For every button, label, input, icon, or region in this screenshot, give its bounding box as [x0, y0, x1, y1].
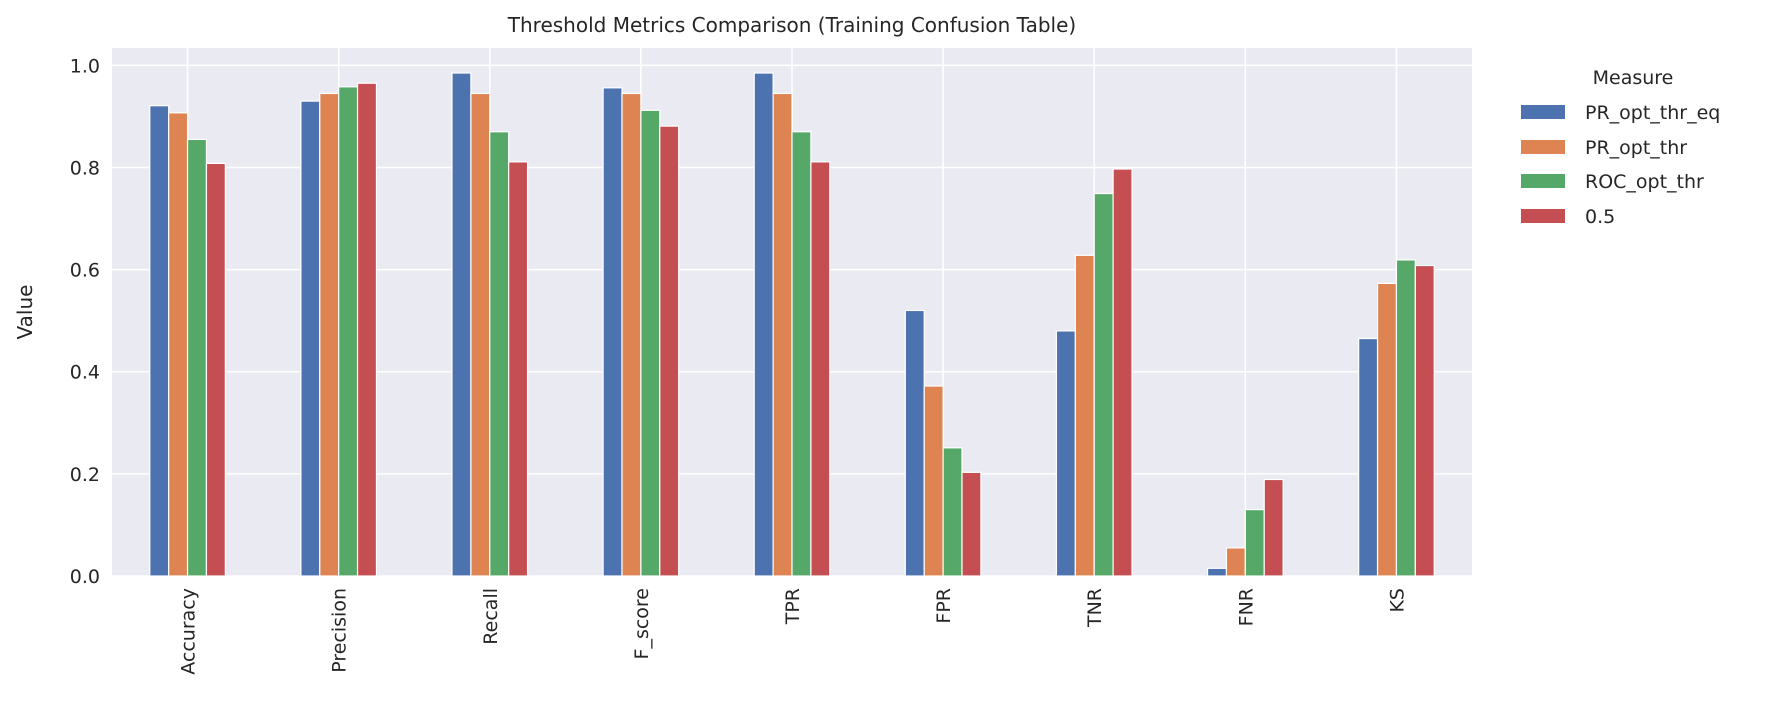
- legend-swatch: [1521, 174, 1565, 188]
- y-tick-label: 0.0: [70, 566, 100, 588]
- bar-recall-roc-opt-thr: [489, 131, 510, 577]
- bar-tpr-roc-opt-thr: [791, 131, 812, 577]
- legend: Measure PR_opt_thr_eq PR_opt_thr ROC_opt_t…: [1521, 67, 1720, 228]
- bar-tpr-0-5: [810, 161, 831, 577]
- legend-swatch: [1521, 140, 1565, 154]
- bar-fnr-0-5: [1263, 478, 1284, 577]
- bar-accuracy-pr-opt-thr-eq: [149, 105, 170, 577]
- x-tick-label: Accuracy: [178, 588, 200, 675]
- legend-title: Measure: [1593, 67, 1674, 89]
- bar-precision-pr-opt-thr: [319, 92, 340, 577]
- bar-tnr-pr-opt-thr: [1074, 254, 1095, 577]
- bar-tnr-roc-opt-thr: [1093, 192, 1114, 577]
- bar-f_score-roc-opt-thr: [640, 109, 661, 577]
- bar-f_score-pr-opt-thr: [621, 92, 642, 577]
- bar-fpr-roc-opt-thr: [942, 447, 963, 577]
- bar-recall-0-5: [508, 161, 529, 577]
- bar-accuracy-roc-opt-thr: [186, 138, 208, 577]
- bar-accuracy-pr-opt-thr: [168, 112, 189, 577]
- x-tick-label: KS: [1386, 588, 1408, 613]
- x-tick-label: Precision: [329, 588, 351, 673]
- legend-entry: PR_opt_thr_eq: [1585, 102, 1720, 124]
- bar-tnr-pr-opt-thr-eq: [1055, 330, 1076, 577]
- legend-entry: 0.5: [1585, 206, 1615, 228]
- plot-area: 0.0 0.2 0.4 0.6 0.8 1.0 Accuracy Precision Recal…: [70, 48, 1472, 675]
- x-tick-label: FPR: [933, 588, 955, 624]
- bar-f_score-0-5: [659, 125, 680, 577]
- y-tick-label: 0.2: [70, 464, 100, 486]
- bar-recall-pr-opt-thr-eq: [451, 72, 472, 577]
- bar-tpr-pr-opt-thr: [772, 92, 793, 577]
- bar-fnr-pr-opt-thr-eq: [1206, 567, 1228, 577]
- x-tick-label: F_score: [631, 588, 653, 659]
- x-tick-label: FNR: [1235, 588, 1257, 626]
- bar-fpr-pr-opt-thr-eq: [904, 309, 925, 577]
- bar-recall-pr-opt-thr: [470, 92, 491, 577]
- bar-ks-pr-opt-thr-eq: [1358, 337, 1379, 577]
- legend-swatch: [1521, 209, 1565, 223]
- legend-swatch: [1521, 105, 1565, 119]
- x-tick-label: TPR: [782, 588, 804, 625]
- x-tick-label: Recall: [480, 588, 502, 645]
- legend-entry: ROC_opt_thr: [1585, 171, 1704, 193]
- bar-fpr-0-5: [961, 471, 982, 577]
- chart-title: Threshold Metrics Comparison (Training C…: [507, 13, 1076, 37]
- bar-f_score-pr-opt-thr-eq: [602, 87, 623, 577]
- y-axis-label: Value: [13, 285, 37, 340]
- x-tick-label: TNR: [1084, 588, 1106, 628]
- bar-tnr-0-5: [1112, 168, 1133, 577]
- bar-ks-roc-opt-thr: [1395, 259, 1416, 577]
- bar-ks-pr-opt-thr: [1376, 282, 1398, 577]
- bar-ks-0-5: [1414, 264, 1435, 577]
- bar-accuracy-0-5: [205, 162, 226, 577]
- bar-fnr-pr-opt-thr: [1225, 547, 1246, 577]
- bar-fnr-roc-opt-thr: [1244, 509, 1265, 577]
- bar-precision-0-5: [356, 82, 378, 577]
- legend-entry: PR_opt_thr: [1585, 137, 1687, 159]
- y-tick-label: 1.0: [70, 55, 100, 77]
- y-tick-label: 0.8: [70, 157, 100, 179]
- bar-tpr-pr-opt-thr-eq: [753, 72, 774, 577]
- y-tick-label: 0.4: [70, 362, 100, 384]
- bar-precision-pr-opt-thr-eq: [300, 100, 321, 577]
- bar-fpr-pr-opt-thr: [923, 385, 944, 577]
- y-tick-label: 0.6: [70, 260, 100, 282]
- bar-precision-roc-opt-thr: [338, 86, 359, 577]
